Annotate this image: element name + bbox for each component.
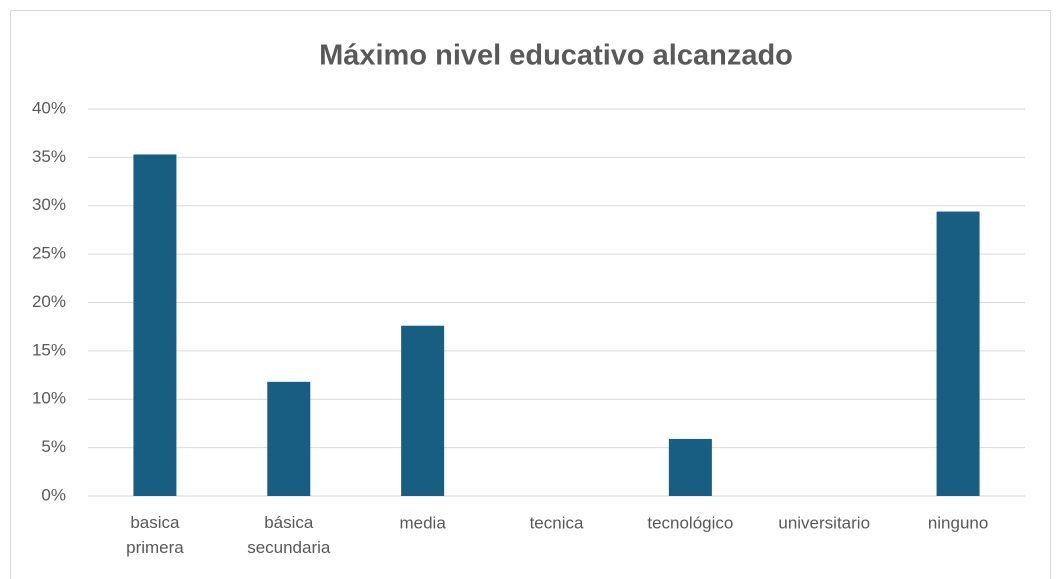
x-tick-label: tecnica [530, 513, 584, 532]
x-tick-label: media [399, 513, 446, 532]
x-tick-label: basica primera [126, 513, 184, 557]
x-tick-label: universitario [778, 513, 870, 532]
y-tick-label: 5% [41, 437, 66, 456]
x-tick-label: tecnológico [647, 513, 733, 532]
y-tick-label: 20% [32, 292, 66, 311]
bar [668, 438, 712, 496]
y-tick-label: 35% [32, 147, 66, 166]
chart-border [10, 10, 1051, 579]
y-tick-label: 15% [32, 340, 66, 359]
bar [936, 211, 980, 496]
y-tick-label: 0% [41, 485, 66, 504]
y-tick-label: 10% [32, 389, 66, 408]
x-tick-label: básica secundaria [247, 513, 331, 557]
y-tick-label: 40% [32, 98, 66, 117]
bar [133, 154, 177, 496]
y-tick-label: 25% [32, 244, 66, 263]
bar [267, 381, 311, 496]
bar [401, 325, 445, 496]
y-tick-label: 30% [32, 195, 66, 214]
chart-title: Máximo nivel educativo alcanzado [319, 40, 793, 72]
x-tick-label: ninguno [928, 513, 989, 532]
